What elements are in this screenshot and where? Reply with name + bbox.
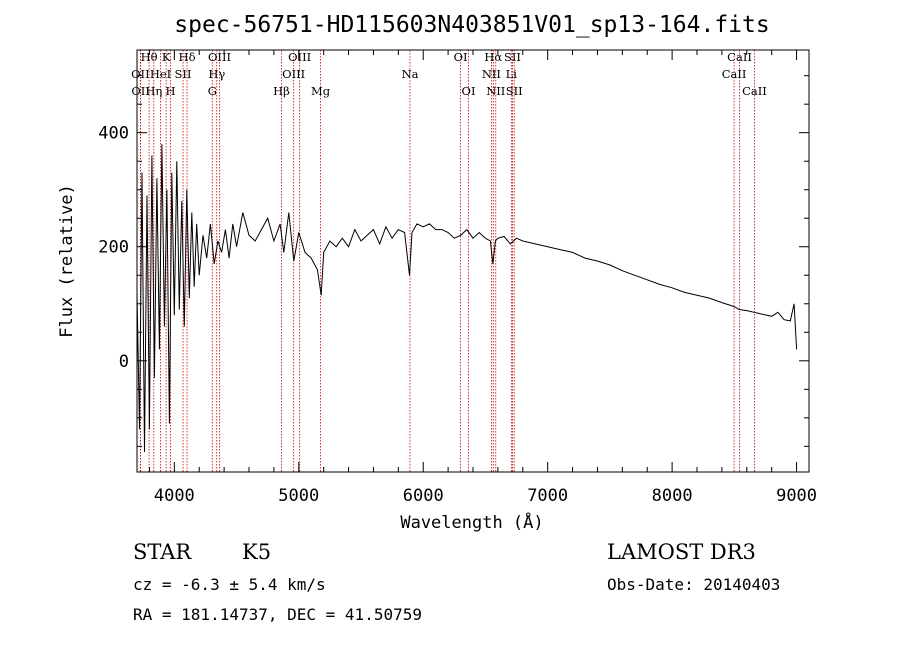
x-tick-label: 5000 xyxy=(278,486,319,506)
spectral-line-label: SII xyxy=(504,50,521,64)
spectral-line-label: OIII xyxy=(208,50,231,64)
y-tick-label: 200 xyxy=(98,238,129,258)
spectral-line-label: Hα xyxy=(484,50,502,64)
spectral-line-label: H xyxy=(165,84,175,98)
spectral-line-label: CaII xyxy=(742,84,767,98)
x-tick-label: 9000 xyxy=(776,486,817,506)
x-tick-label: 6000 xyxy=(403,486,444,506)
spectral-line-label: G xyxy=(208,84,217,98)
y-axis-label: Flux (relative) xyxy=(57,184,77,338)
survey-name: LAMOST DR3 xyxy=(607,540,756,564)
spectral-line-label: SII xyxy=(175,67,192,81)
redshift-text: cz = -6.3 ± 5.4 km/s xyxy=(133,575,326,594)
spectral-line-label: Hγ xyxy=(208,67,225,81)
spectral-line-label: Mg xyxy=(311,84,331,98)
spectral-line-label: NII xyxy=(486,84,505,98)
plot-frame xyxy=(136,49,810,473)
spectral-line-label: SII xyxy=(506,84,523,98)
spectral-line-label: OII xyxy=(131,67,150,81)
obs-date: Obs-Date: 20140403 xyxy=(607,575,780,594)
coordinates: RA = 181.14737, DEC = 41.50759 xyxy=(133,605,422,624)
spectral-line-label: OI xyxy=(462,84,476,98)
x-tick-label: 8000 xyxy=(652,486,693,506)
spectral-line-label: OI xyxy=(454,50,468,64)
y-axis-ticks: 0 200 400 xyxy=(98,75,809,447)
y-tick-label: 0 xyxy=(119,352,129,372)
chart-title: spec-56751-HD115603N403851V01_sp13-164.f… xyxy=(174,12,769,38)
spectral-line-label: Na xyxy=(402,67,419,81)
spectral-line-label: NII xyxy=(482,67,501,81)
spectral-line-label: K xyxy=(162,50,171,64)
x-tick-label: 7000 xyxy=(527,486,568,506)
spectral-line-markers xyxy=(139,50,755,472)
spectral-line-label: Hδ xyxy=(179,50,196,64)
y-tick-label: 400 xyxy=(98,124,129,144)
spectral-line-label: Hβ xyxy=(273,84,290,98)
flux-curve xyxy=(136,144,798,453)
spectral-line-label: CaII xyxy=(727,50,752,64)
object-subclass: K5 xyxy=(242,540,271,564)
spectral-line-label: HeI xyxy=(150,67,171,81)
spectral-line-label: Hθ xyxy=(141,50,158,64)
spectral-line-label: Li xyxy=(506,67,518,81)
spectral-line-label: CaII xyxy=(722,67,747,81)
object-class: STAR xyxy=(133,540,192,564)
x-axis-label: Wavelength (Å) xyxy=(400,511,543,533)
spectral-line-label: OII xyxy=(131,84,150,98)
spectral-line-label: OIII xyxy=(288,50,311,64)
x-tick-label: 4000 xyxy=(154,486,195,506)
x-axis-ticks: 4000 5000 6000 7000 8000 9000 xyxy=(148,50,817,506)
spectral-line-label: OIII xyxy=(282,67,305,81)
spectral-line-label: Hη xyxy=(145,84,162,98)
